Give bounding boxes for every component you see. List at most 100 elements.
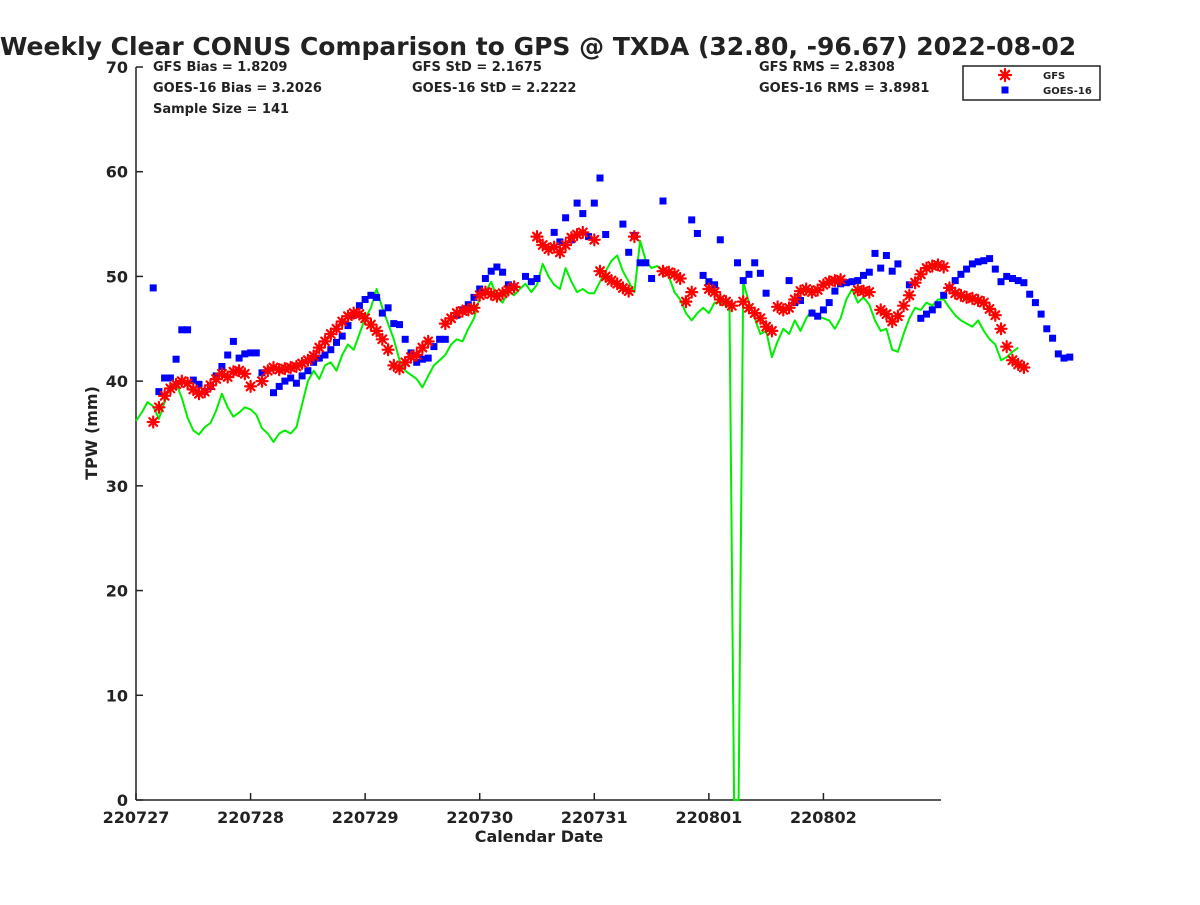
gfs-data-point [255,374,269,388]
gfs-data-point [238,367,252,381]
goes-data-point [751,259,759,267]
gfs-data-point [902,288,917,302]
goes-data-point [361,296,369,303]
gfs-data-point [622,284,636,298]
goes-data-point [252,349,260,357]
goes-data-point [481,275,489,282]
gfs-data-point [679,295,693,309]
goes-data-point [413,358,421,366]
gfs-data-point [627,230,642,244]
goes-data-point [178,326,186,334]
goes-data-point [648,275,656,282]
goes-data-point [373,293,381,301]
gfs-data-point [833,273,848,287]
goes-data-point [986,255,994,263]
goes-data-point [149,284,157,292]
goes-data-point [287,374,295,382]
axes: 0 10 20 30 40 50 60 70 220727 220728 220729 220730 2… [103,58,941,827]
goes-data-point [298,372,306,380]
goes-data-point [1060,354,1068,362]
goes-data-point [882,252,890,259]
y-tick-label: 70 [106,58,128,77]
goes-data-point [327,346,335,354]
goes-data-point [1003,272,1011,280]
goes-data-point [1031,299,1039,307]
y-tick-label: 60 [106,163,128,182]
goes-data-point [378,309,386,317]
goes-data-point [814,312,822,320]
gfs-data-point [707,285,722,299]
gfs-data-point [788,292,802,307]
goes-data-point [321,351,329,359]
gps-series-line [135,239,1019,801]
gfs-data-point [244,379,258,393]
goes-data-point [533,275,541,282]
goes-data-point [275,382,283,390]
gfs-data-point [307,349,321,363]
goes-data-point [585,233,593,241]
goes-data-point [195,380,203,388]
goes-data-point [1026,290,1034,298]
goes-data-point [1020,279,1028,287]
goes-data-point [659,197,667,205]
goes-data-point [997,278,1005,286]
goes-data-point [980,257,988,265]
gfs-data-point [455,304,470,318]
gfs-data-point [146,415,160,429]
gfs-data-point [891,309,905,323]
y-tick-label: 50 [106,267,128,286]
gfs-data-point [398,355,412,369]
y-tick-label: 20 [106,582,128,601]
goes-data-point [562,214,570,222]
goes-data-point [905,281,913,289]
goes-data-point [579,210,587,218]
goes-data-point [602,231,610,238]
goes-data-point [877,264,885,272]
goes-data-point [441,335,449,343]
goes-data-point [934,301,942,309]
goes-data-point [292,379,300,387]
gfs-data-point [421,334,435,348]
y-tick-label: 30 [106,477,128,496]
goes-data-point [848,278,856,286]
gfs-data-point [908,276,922,290]
goes-data-point [968,260,976,268]
goes-data-point [917,314,925,322]
gfs-data-point [467,301,481,315]
goes-data-point [1054,350,1062,358]
y-tick-label: 0 [117,791,128,810]
gfs-data-point [862,285,876,299]
goes-data-point [923,310,930,318]
goes-data-point [522,272,529,280]
goes-data-point [842,279,850,287]
goes-data-point [189,376,197,384]
goes-data-point [1009,275,1016,282]
goes-data-point [527,278,535,286]
legend-gfs-marker-icon [997,67,1013,83]
goes-data-point [854,277,862,285]
legend: GFS GOES-16 [962,65,1101,101]
gfs-data-point [1005,353,1020,367]
plot-series [135,174,1074,801]
goes-data-point [711,281,719,289]
goes-data-point [871,249,879,257]
stat-goes-std: GOES-16 StD = 2.2222 [412,81,576,96]
gfs-data-point [203,378,218,392]
goes-data-point [991,265,999,273]
goes-data-point [963,265,971,273]
goes-data-point [161,374,169,382]
stat-goes-bias: GOES-16 Bias = 3.2026 [153,81,322,96]
goes-data-point [940,291,948,299]
goes-data-point [762,289,770,297]
x-tick-label: 220731 [561,808,628,827]
goes-data-point [785,277,793,285]
goes-data-point [550,228,558,236]
goes-data-point [573,199,581,207]
legend-goes-marker-icon [1001,86,1009,94]
goes-data-point [258,369,266,377]
goes-data-point [384,304,392,312]
goes-data-point [436,335,444,343]
goes-data-point [865,268,873,276]
x-axis-label: Calendar Date [475,827,604,846]
gfs-data-point [352,307,366,321]
